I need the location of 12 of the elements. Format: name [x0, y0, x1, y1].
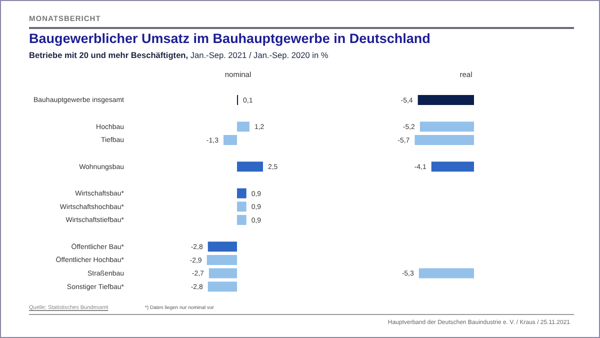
bar [236, 188, 246, 198]
bar [223, 134, 237, 145]
text: Betriebe mit 20 und mehr Beschäftigten, Jan.-Sep. 2021 / Jan.-Sep. 2020 in % [29, 50, 328, 60]
bar [236, 162, 263, 172]
bar [236, 214, 246, 225]
text: Baugewerblicher Umsatz im Bauhauptgewerbe in Deutschland [29, 31, 430, 46]
bar [236, 122, 250, 132]
bar [206, 254, 237, 265]
bar [208, 282, 237, 292]
bar [208, 268, 237, 278]
bar [208, 242, 237, 252]
bar [236, 202, 246, 212]
